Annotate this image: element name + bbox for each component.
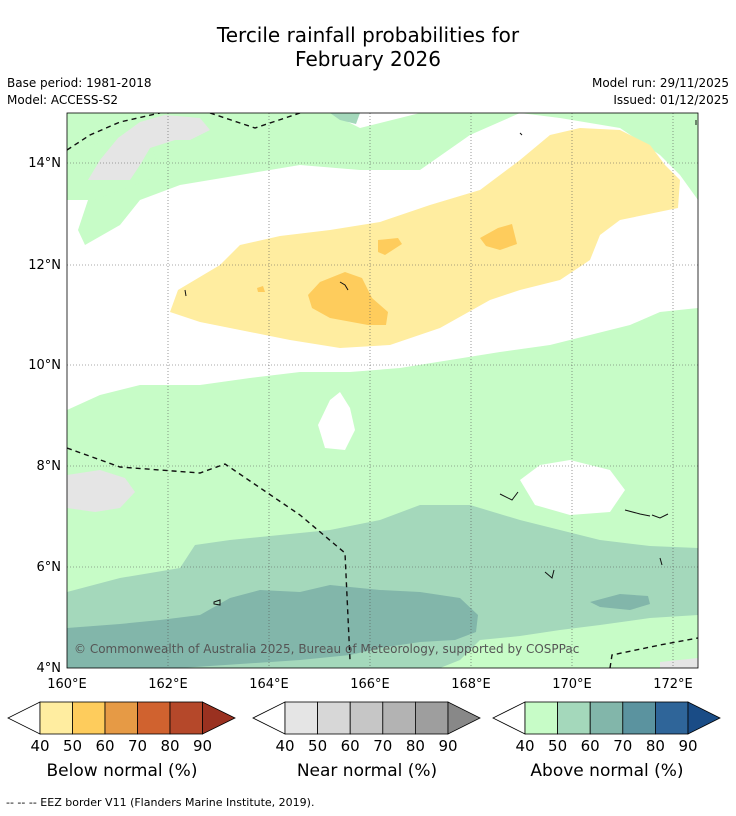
islands (184, 120, 697, 606)
issued-label: Issued: 01/12/2025 (613, 93, 729, 107)
lat-label-4n: 4°N (37, 661, 62, 676)
cb0-tick-60: 60 (95, 737, 114, 755)
cb0-tick-40: 40 (30, 737, 49, 755)
cb2-arrow-low (492, 701, 526, 735)
below-normal-50-region (170, 128, 680, 348)
lon-label-164e: 164°E (249, 677, 289, 692)
copyright-notice: © Commonwealth of Australia 2025, Bureau… (74, 642, 579, 656)
lat-label-6n: 6°N (37, 560, 62, 575)
model-label: Model: ACCESS-S2 (7, 93, 119, 107)
lon-label-160e: 160°E (47, 677, 87, 692)
cb2-swatch-60-70 (589, 701, 624, 735)
cb0-swatch-50-60 (72, 701, 106, 735)
colorbar-label-near-normal: Near normal (%) (296, 761, 438, 781)
cb1-tick-70: 70 (373, 737, 392, 755)
lat-label-8n: 8°N (37, 459, 62, 474)
cb1-swatch-70-80 (382, 701, 416, 735)
lat-label-14n: 14°N (28, 156, 61, 171)
cb2-swatch-80-90 (655, 701, 689, 735)
map-area: © Commonwealth of Australia 2025, Bureau… (67, 113, 698, 668)
title-line-2: February 2026 (295, 47, 441, 71)
lat-label-10n: 10°N (28, 358, 61, 373)
cb1-swatch-80-90 (414, 701, 449, 735)
eez-borders (67, 113, 698, 668)
grid-lines (67, 113, 698, 668)
colorbar-near-normal: 40 50 60 70 80 90 (252, 701, 481, 755)
cb0-arrow-high (202, 701, 236, 735)
below-normal-60-patch-north (378, 238, 402, 255)
lon-label-172e: 172°E (653, 677, 693, 692)
cb1-tick-80: 80 (406, 737, 425, 755)
cb0-tick-50: 50 (63, 737, 82, 755)
cb1-swatch-40-50 (284, 701, 318, 735)
near-normal-region-north-west (88, 115, 210, 180)
cb2-tick-90: 90 (678, 737, 697, 755)
cb2-arrow-high (687, 701, 721, 735)
cb1-arrow-low (252, 701, 286, 735)
cb0-swatch-70-80 (137, 701, 171, 735)
colorbar-above-normal: 40 50 60 70 80 90 (492, 701, 721, 755)
cb1-tick-40: 40 (275, 737, 294, 755)
cb2-swatch-70-80 (622, 701, 656, 735)
cb0-tick-70: 70 (128, 737, 147, 755)
cb0-tick-80: 80 (160, 737, 179, 755)
cb2-tick-80: 80 (646, 737, 665, 755)
near-normal-region-south-east (660, 658, 698, 668)
above-normal-60-patch-north (330, 113, 360, 124)
lon-label-162e: 162°E (148, 677, 188, 692)
cb1-tick-50: 50 (308, 737, 327, 755)
colorbar-label-above-normal: Above normal (%) (530, 761, 684, 781)
cb1-tick-90: 90 (438, 737, 457, 755)
lon-label-168e: 168°E (451, 677, 491, 692)
lon-label-170e: 170°E (552, 677, 592, 692)
below-normal-60-patch-central (308, 272, 388, 325)
cb0-swatch-80-90 (169, 701, 203, 735)
above-normal-70-region (67, 585, 478, 668)
base-period-label: Base period: 1981-2018 (7, 76, 152, 90)
above-normal-50-region-north-east (520, 113, 698, 200)
cb2-tick-50: 50 (548, 737, 567, 755)
cb0-swatch-40-50 (39, 701, 73, 735)
below-normal-60-patch-east (480, 224, 517, 250)
cb0-tick-90: 90 (193, 737, 212, 755)
cb1-tick-60: 60 (341, 737, 360, 755)
colorbar-below-normal: 40 50 60 70 80 90 (7, 701, 236, 755)
map-frame (66, 112, 699, 669)
cb2-swatch-40-50 (524, 701, 558, 735)
title-line-1: Tercile rainfall probabilities for (216, 23, 520, 47)
eez-footnote: -- -- -- EEZ border V11 (Flanders Marine… (6, 796, 315, 809)
white-gap-region-1 (318, 392, 355, 450)
above-normal-50-region-north (67, 113, 520, 245)
model-run-label: Model run: 29/11/2025 (591, 76, 729, 90)
cb1-swatch-50-60 (317, 701, 351, 735)
lon-label-166e: 166°E (350, 677, 390, 692)
cb2-swatch-50-60 (557, 701, 591, 735)
cb0-arrow-low (7, 701, 41, 735)
lat-axis: 4°N 6°N 8°N 10°N 12°N 14°N (28, 156, 61, 676)
cb0-swatch-60-70 (104, 701, 138, 735)
colorbar-label-below-normal: Below normal (%) (46, 761, 198, 781)
lat-label-12n: 12°N (28, 258, 61, 273)
cb1-swatch-60-70 (349, 701, 384, 735)
above-normal-70-patch-east (590, 594, 650, 610)
lon-axis: 160°E 162°E 164°E 166°E 168°E 170°E 172°… (47, 677, 693, 692)
cb1-arrow-high (447, 701, 481, 735)
near-normal-region-west (67, 470, 135, 512)
cb2-tick-60: 60 (581, 737, 600, 755)
below-normal-60-patch-small (257, 286, 265, 292)
cb2-tick-40: 40 (515, 737, 534, 755)
white-gap-region-2 (520, 460, 625, 515)
cb2-tick-70: 70 (613, 737, 632, 755)
